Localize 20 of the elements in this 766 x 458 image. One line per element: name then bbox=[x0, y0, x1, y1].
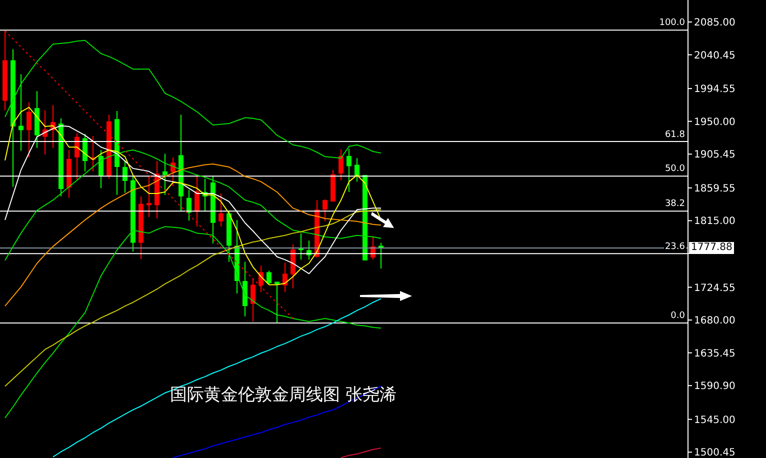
y-tick-label: 1859.55 bbox=[694, 183, 736, 194]
y-tick-label: 1994.55 bbox=[694, 84, 736, 96]
text: 61.8 bbox=[664, 130, 686, 140]
y-tick-label: 1815.00 bbox=[694, 216, 736, 228]
y-tick-label: 1724.55 bbox=[694, 282, 736, 294]
y-tick-label: 1590.90 bbox=[694, 381, 736, 392]
y-tick-label: 1905.45 bbox=[694, 150, 736, 161]
y-tick-label: 2040.45 bbox=[694, 50, 736, 62]
text: 50.0 bbox=[664, 164, 686, 174]
text: 1777.88 bbox=[689, 242, 734, 254]
y-tick-label: 1680.00 bbox=[694, 316, 736, 327]
y-tick-label: 1950.00 bbox=[694, 116, 736, 128]
y-tick-label: 2085.00 bbox=[694, 18, 736, 29]
text: 0.0 bbox=[670, 310, 686, 321]
text: 23.6 bbox=[664, 242, 686, 252]
text: 100.0 bbox=[658, 18, 686, 28]
y-tick-label: 1635.45 bbox=[694, 348, 736, 360]
text: 38.2 bbox=[664, 199, 686, 210]
y-tick-label: 1545.00 bbox=[694, 414, 736, 426]
y-tick-label: 1500.45 bbox=[694, 448, 736, 458]
